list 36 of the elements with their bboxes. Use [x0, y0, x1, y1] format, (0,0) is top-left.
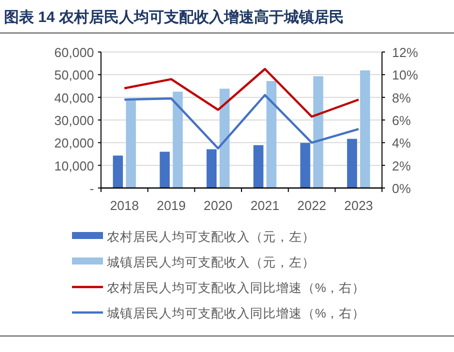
bar — [160, 152, 170, 188]
x-tick-label: 2022 — [297, 198, 326, 213]
chart-title: 图表 14 农村居民人均可支配收入增速高于城镇居民 — [4, 8, 344, 26]
y2-tick-label: 8% — [392, 90, 412, 106]
legend-label: 城镇居民人均可支配收入（元，左） — [106, 256, 315, 270]
y-tick-label: 50,000 — [54, 68, 94, 83]
y2-tick-label: 4% — [392, 136, 412, 151]
y-tick-label: - — [90, 181, 94, 196]
y2-tick-label: 6% — [392, 113, 412, 128]
y-tick-label: 30,000 — [54, 113, 94, 128]
legend-label: 城镇居民人均可支配收入同比增速（%，右） — [106, 306, 366, 320]
y-tick-label: 40,000 — [54, 90, 94, 106]
bar — [112, 156, 123, 188]
bar — [266, 81, 276, 188]
y-tick-label: 20,000 — [54, 136, 94, 151]
y2-tick-label: 12% — [392, 45, 418, 60]
bar — [313, 76, 324, 188]
x-tick-label: 2021 — [250, 198, 280, 213]
bar — [126, 98, 136, 188]
bar — [253, 145, 264, 188]
x-tick-label: 2019 — [156, 198, 186, 213]
bar — [347, 138, 358, 188]
y-tick-label: 60,000 — [54, 45, 94, 60]
y2-tick-label: 0% — [392, 181, 412, 196]
y-tick-label: 10,000 — [54, 158, 94, 174]
bar — [360, 70, 370, 188]
x-tick-label: 2020 — [204, 198, 233, 213]
line-series — [123, 68, 360, 118]
legend-label: 农村居民人均可支配收入（元，左） — [107, 230, 315, 244]
y2-tick-label: 2% — [392, 158, 412, 174]
x-tick-label: 2018 — [110, 198, 139, 213]
bar — [172, 92, 183, 188]
x-tick-label: 2023 — [344, 198, 374, 213]
y2-tick-label: 10% — [392, 68, 418, 83]
legend-label: 农村居民人均可支配收入同比增速（%，右） — [107, 281, 366, 295]
bar — [220, 88, 230, 188]
